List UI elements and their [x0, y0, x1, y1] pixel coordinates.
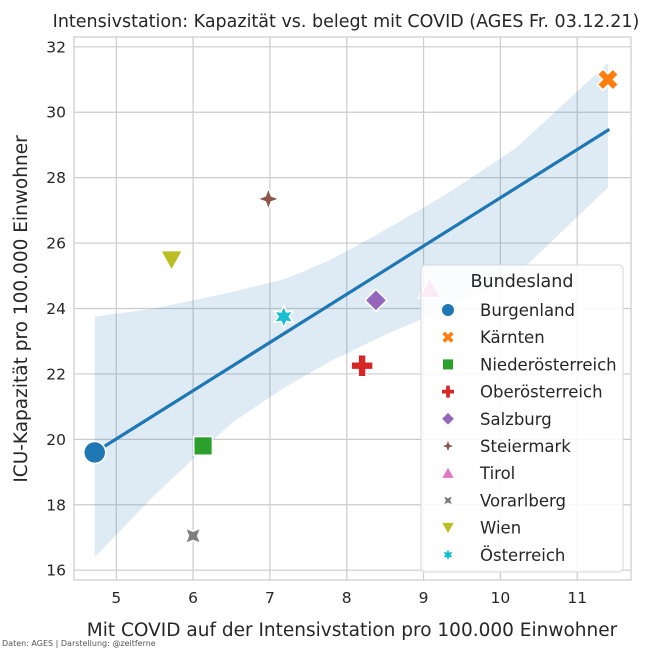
legend-marker-tirol	[440, 465, 456, 479]
y-tick-label: 30	[46, 104, 66, 122]
legend-marker-salzburg	[440, 411, 456, 427]
point-steiermark	[255, 185, 282, 213]
data-points	[82, 67, 620, 546]
legend-label-burgenland: Burgenland	[480, 301, 575, 320]
y-tick-label: 28	[46, 169, 66, 187]
legend-items: Burgenland Kärnten Niederösterreich Oberöst…	[440, 301, 617, 565]
point-kaernten	[596, 67, 620, 92]
legend-label-wien: Wien	[480, 519, 521, 538]
legend-label-vorarlberg: Vorarlberg	[480, 491, 566, 510]
point-niederoesterreich	[192, 435, 214, 457]
legend-label-tirol: Tirol	[479, 464, 515, 483]
confidence-band	[94, 63, 608, 558]
legend-title: Bundesland	[471, 272, 574, 292]
point-burgenland	[82, 440, 107, 465]
point-oberoesterreich	[350, 353, 374, 378]
y-axis-label: ICU-Kapazität pro 100.000 Einwohner	[11, 135, 32, 483]
confidence-band-area	[94, 63, 608, 558]
regression-line-group	[92, 128, 611, 455]
legend-label-oesterreich: Österreich	[480, 546, 565, 565]
x-axis-label: Mit COVID auf der Intensivstation pro 10…	[87, 620, 618, 641]
legend-marker-steiermark	[440, 438, 456, 454]
credit-text: Daten: AGES | Darstellung: @zeitferne	[2, 639, 156, 648]
x-tick-label: 5	[111, 589, 121, 607]
regression-line	[92, 128, 611, 455]
legend-marker-niederoesterreich	[441, 358, 455, 371]
y-tick-label: 22	[46, 365, 66, 383]
y-tick-label: 20	[46, 431, 66, 449]
x-tick-label: 10	[491, 589, 511, 607]
y-tick-label: 18	[46, 496, 66, 514]
legend-marker-vorarlberg	[442, 494, 454, 506]
legend-marker-wien	[440, 521, 456, 536]
legend-label-steiermark: Steiermark	[480, 437, 571, 456]
y-tick-label: 26	[46, 235, 66, 253]
legend: Bundesland Burgenland Kärnten Niederösterr…	[420, 264, 624, 573]
legend-label-kaernten: Kärnten	[480, 328, 545, 347]
y-tick-label: 24	[46, 300, 66, 318]
legend-marker-burgenland	[441, 303, 455, 317]
point-oesterreich	[272, 303, 295, 330]
legend-marker-kaernten	[441, 330, 455, 345]
x-tick-label: 7	[265, 589, 275, 607]
y-axis-ticks: 16 18 20 22 24 26 28 30 32	[46, 38, 66, 579]
x-tick-label: 9	[419, 589, 429, 607]
legend-label-salzburg: Salzburg	[480, 410, 552, 429]
chart-title: Intensivstation: Kapazität vs. belegt mi…	[53, 12, 640, 32]
y-tick-label: 32	[46, 38, 66, 56]
x-tick-label: 11	[567, 589, 587, 607]
x-tick-label: 8	[342, 589, 352, 607]
x-axis-ticks: 5 6 7 8 9 10 11	[111, 589, 587, 607]
legend-label-oberoesterreich: Oberösterreich	[480, 383, 603, 402]
legend-marker-oesterreich	[441, 547, 455, 563]
point-wien	[159, 249, 184, 273]
y-tick-label: 16	[46, 562, 66, 580]
legend-label-niederoesterreich: Niederösterreich	[480, 355, 617, 374]
legend-marker-oberoesterreich	[441, 384, 455, 399]
point-vorarlberg	[183, 526, 203, 546]
point-salzburg	[363, 288, 389, 313]
legend-box	[420, 264, 624, 573]
x-tick-label: 6	[188, 589, 198, 607]
